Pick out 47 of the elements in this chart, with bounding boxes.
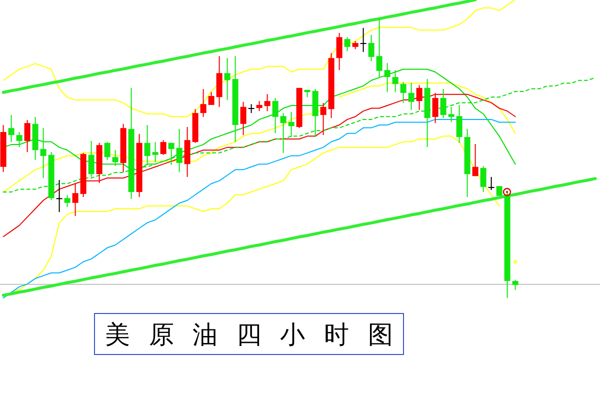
candlestick	[272, 97, 278, 134]
candlestick	[8, 114, 14, 143]
candlestick	[432, 92, 438, 124]
candlestick	[160, 140, 166, 156]
candlestick	[40, 128, 46, 179]
candlestick	[280, 112, 286, 154]
text: 美原油四小时图	[105, 320, 412, 349]
candlestick	[392, 70, 398, 93]
candlestick	[184, 126, 190, 178]
candlestick	[496, 186, 502, 196]
candlestick	[480, 166, 486, 192]
candlestick	[72, 183, 78, 216]
candlestick	[240, 101, 246, 136]
candlestick	[416, 84, 422, 110]
candlestick	[16, 131, 22, 148]
candlestick	[376, 18, 382, 78]
candlestick	[336, 32, 342, 71]
candlestick	[488, 176, 494, 191]
candlestick	[448, 106, 454, 122]
candlestick	[384, 62, 390, 93]
candlestick	[152, 142, 158, 163]
candlestick	[360, 27, 366, 52]
candlestick	[208, 92, 214, 106]
candlestick	[320, 102, 326, 136]
candlestick	[472, 143, 478, 177]
candlestick	[256, 100, 262, 112]
candlestick	[408, 82, 414, 110]
candlestick	[144, 124, 150, 166]
candlestick	[440, 88, 446, 119]
candlestick	[456, 104, 462, 144]
candlestick	[104, 142, 110, 160]
candlestick	[344, 36, 350, 52]
candlestick	[400, 82, 406, 104]
candlestick	[56, 179, 62, 213]
candlestick	[176, 128, 182, 172]
candlestick	[88, 140, 94, 178]
candlestick	[288, 111, 294, 138]
candlestick	[168, 142, 174, 166]
candlestick	[112, 150, 118, 167]
candlestick	[64, 194, 70, 208]
candlestick	[200, 88, 206, 118]
candlestick	[24, 120, 30, 153]
candlestick	[264, 94, 270, 112]
candlestick	[216, 56, 222, 108]
candlestick	[224, 58, 230, 100]
candlestick	[368, 34, 374, 62]
candlestick	[512, 279, 518, 290]
